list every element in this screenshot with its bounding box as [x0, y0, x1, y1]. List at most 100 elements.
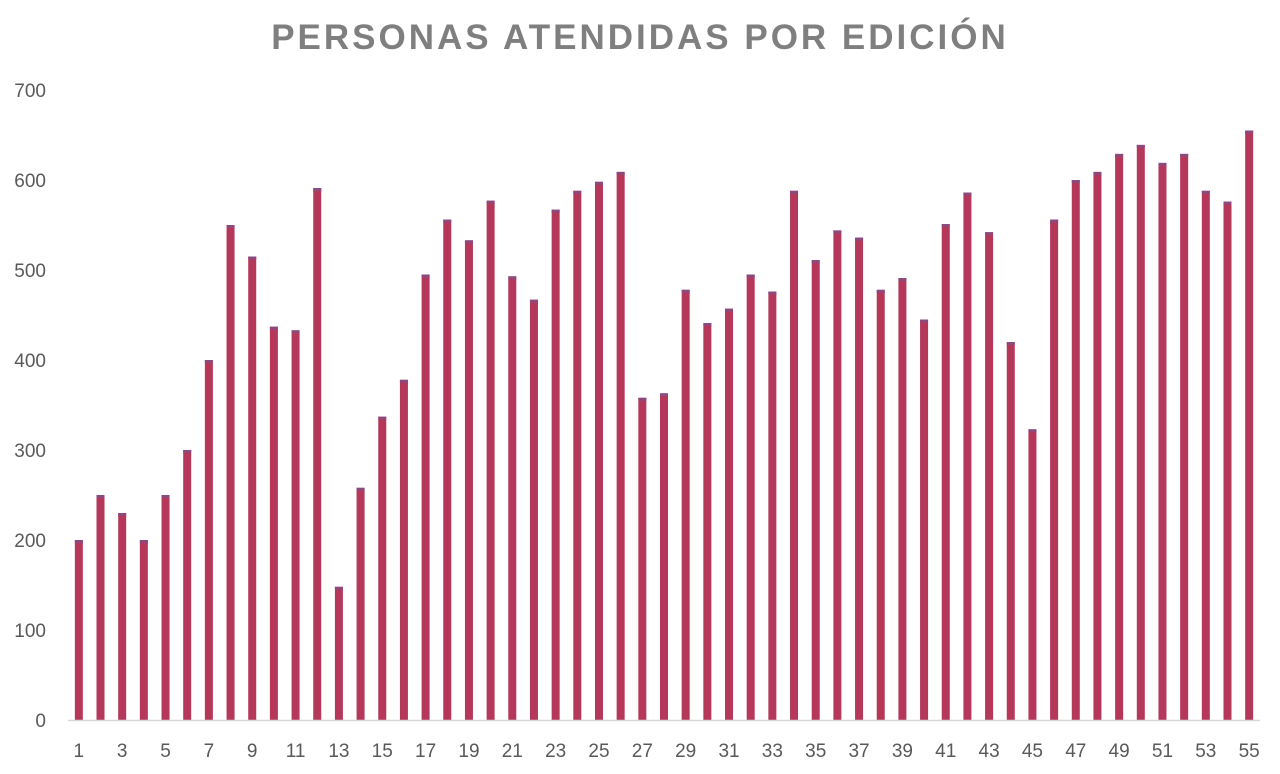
x-tick-label: 11: [286, 741, 306, 762]
bar-cap-33: [768, 291, 777, 295]
bar-cap-17: [421, 274, 430, 278]
bar-cap-25: [594, 181, 603, 185]
bar-28: [660, 393, 668, 720]
bar-23: [551, 209, 560, 720]
bar-11: [291, 330, 300, 720]
bar-21: [508, 276, 517, 720]
bar-cap-11: [291, 330, 300, 334]
bar-cap-52: [1180, 153, 1189, 157]
x-tick-label: 3: [117, 741, 128, 762]
chart-title: PERSONAS ATENDIDAS POR EDICIÓN: [271, 18, 1009, 57]
bar-cap-6: [183, 450, 192, 453]
y-tick-label: 500: [14, 261, 46, 282]
bar-17: [421, 274, 430, 720]
bar-33: [768, 291, 777, 720]
bar-cap-38: [876, 289, 885, 293]
x-tick-label: 15: [372, 741, 393, 762]
bar-51: [1158, 162, 1167, 720]
bar-cap-55: [1245, 130, 1254, 134]
bar-cap-23: [551, 209, 560, 213]
bar-cap-21: [508, 276, 517, 280]
bar-cap-1: [74, 540, 83, 543]
bar-cap-29: [681, 289, 690, 293]
bar-13: [334, 586, 343, 720]
bar-cap-10: [269, 326, 278, 330]
bar-44: [1006, 342, 1015, 720]
bar-cap-43: [985, 232, 994, 236]
bar-cap-47: [1071, 180, 1080, 183]
bar-16: [399, 379, 408, 720]
bar-cap-39: [898, 278, 907, 282]
bar-cap-48: [1093, 171, 1102, 175]
x-tick-label: 1: [74, 741, 85, 762]
bar-cap-41: [941, 224, 950, 228]
x-tick-label: 27: [632, 741, 653, 762]
bar-3: [118, 513, 127, 720]
bar-15: [378, 416, 387, 720]
bar-6: [183, 450, 192, 720]
bar-cap-44: [1006, 342, 1015, 345]
x-tick-label: 33: [762, 741, 783, 762]
bar-cap-15: [378, 416, 387, 420]
bar-cap-14: [356, 487, 365, 491]
bar-cap-9: [248, 256, 257, 260]
bar-cap-54: [1223, 201, 1232, 205]
y-tick-label: 600: [14, 171, 46, 192]
bar-37: [855, 237, 864, 720]
bar-45: [1028, 429, 1037, 720]
bar-1: [74, 540, 83, 720]
x-axis-labels: 1 3 5 7 9 11 13 15 17 19 21 23 25 27 29 31 33 35 37 39 41 43 4…: [74, 741, 1260, 762]
bar-24: [573, 190, 582, 721]
x-tick-label: 49: [1109, 741, 1130, 762]
x-tick-label: 25: [588, 741, 609, 762]
bar-cap-19: [464, 240, 473, 244]
bar-25: [594, 181, 603, 721]
bar-18: [443, 219, 452, 720]
bar-35: [811, 260, 820, 720]
bar-cap-20: [486, 200, 495, 204]
y-tick-label: 100: [14, 621, 46, 642]
x-tick-label: 55: [1239, 741, 1260, 762]
bar-cap-32: [746, 274, 755, 278]
bar-cap-12: [313, 188, 322, 192]
bar-cap-3: [118, 513, 127, 516]
bar-39: [898, 278, 907, 720]
x-tick-label: 43: [979, 741, 1000, 762]
x-tick-label: 47: [1065, 741, 1086, 762]
bar-cap-7: [204, 360, 213, 363]
bar-cap-50: [1136, 144, 1145, 148]
bars: [74, 130, 1254, 721]
bar-46: [1050, 219, 1059, 720]
bar-cap-35: [811, 260, 820, 264]
y-tick-label: 400: [14, 351, 46, 372]
bar-cap-31: [725, 308, 734, 312]
bar-50: [1136, 144, 1145, 720]
bar-cap-42: [963, 192, 972, 196]
x-tick-label: 7: [204, 741, 215, 762]
bar-cap-53: [1201, 190, 1210, 194]
bar-53: [1201, 190, 1210, 721]
x-tick-label: 9: [247, 741, 258, 762]
bar-5: [161, 495, 170, 720]
bar-cap-26: [616, 171, 625, 175]
x-tick-label: 41: [935, 741, 956, 762]
bar-40: [920, 319, 929, 720]
bar-cap-30: [703, 323, 712, 327]
bar-cap-36: [833, 230, 842, 234]
bar-48: [1093, 171, 1102, 720]
x-tick-label: 37: [848, 741, 869, 762]
bar-12: [313, 188, 322, 721]
x-tick-label: 17: [415, 741, 436, 762]
bar-31: [725, 308, 734, 720]
y-tick-label: 300: [14, 441, 46, 462]
bar-cap-51: [1158, 162, 1167, 166]
bar-41: [941, 224, 950, 720]
x-tick-label: 45: [1022, 741, 1043, 762]
bar-cap-34: [790, 190, 799, 194]
bar-55: [1245, 130, 1254, 720]
bar-cap-40: [920, 319, 929, 323]
y-axis-labels: 0 100 200 300 400 500 600 700: [14, 81, 46, 732]
bar-cap-18: [443, 219, 452, 223]
bar-32: [746, 274, 755, 720]
bar-cap-45: [1028, 429, 1037, 433]
